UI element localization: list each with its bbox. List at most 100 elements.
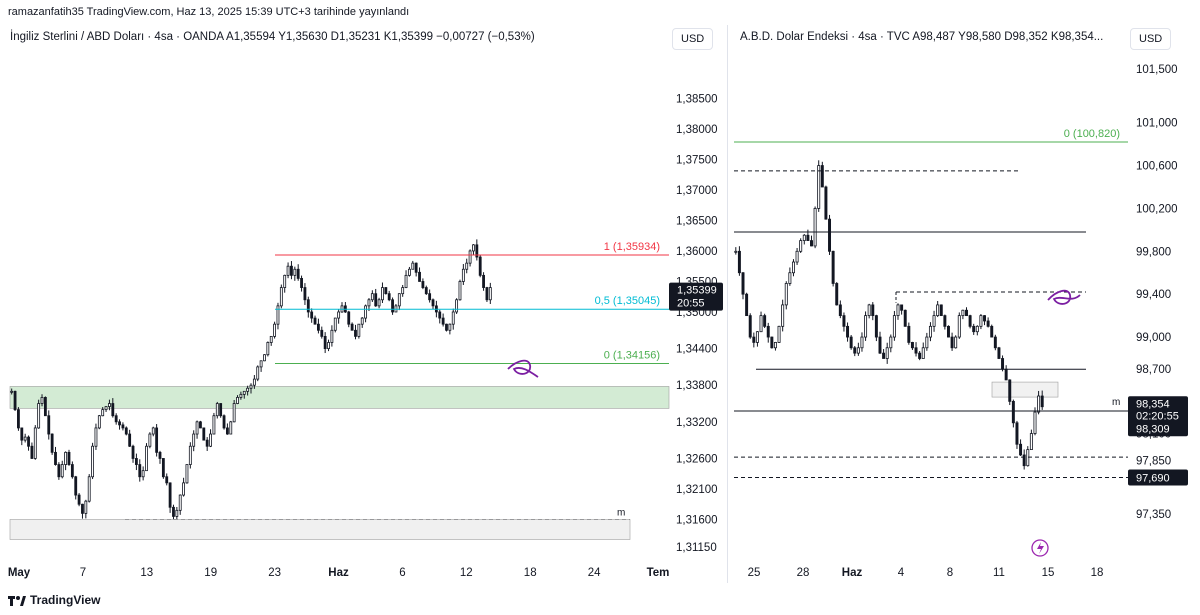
candle-body: [222, 415, 226, 429]
candle-body: [354, 329, 357, 337]
x-tick-label: 15: [1042, 567, 1055, 579]
candle-body: [397, 293, 401, 307]
candle-body: [175, 509, 179, 517]
candle-body: [357, 323, 361, 337]
candle-body: [424, 287, 428, 295]
candle-body: [957, 315, 961, 338]
currency-button-right[interactable]: USD: [1130, 28, 1172, 50]
candle-body: [766, 325, 770, 338]
candle-body: [770, 336, 774, 349]
candle-body: [330, 329, 334, 343]
candle-body: [101, 409, 105, 417]
fib-level-label: 0 (1,34156): [604, 349, 660, 361]
candle-body: [788, 272, 792, 284]
candle-body: [178, 494, 182, 511]
marker-label: m: [617, 507, 625, 518]
candle-body: [317, 323, 320, 331]
dxy-chart-pane[interactable]: 101,500 101,000 100,600 100,200 99,800 99,400…: [728, 25, 1200, 583]
price-badge-timer: 20:55: [677, 298, 705, 310]
candle-body: [488, 287, 492, 301]
candle-body: [195, 421, 199, 435]
candle-body: [465, 262, 469, 270]
candle-body: [791, 261, 795, 274]
candle-body: [932, 315, 936, 327]
candle-body: [13, 390, 17, 411]
price-badge-value: 98,354: [1136, 398, 1170, 410]
candle-body: [1026, 449, 1030, 467]
price-badge: [1128, 396, 1188, 437]
x-tick-label: 4: [898, 567, 905, 579]
candle-body: [1029, 433, 1033, 451]
candle-body: [939, 304, 943, 317]
candle-body: [936, 304, 940, 317]
candle-body: [896, 304, 900, 317]
candle-body: [448, 323, 452, 331]
candle-body: [1001, 358, 1005, 370]
y-tick-label: 97,350: [1136, 509, 1171, 521]
candle-body: [27, 436, 30, 447]
gbpusd-chart-pane[interactable]: 1,38500 1,38000 1,37500 1,37000 1,36500 1,360…: [0, 25, 727, 583]
candle-body: [323, 335, 327, 349]
x-tick-label: 23: [268, 567, 281, 579]
gbpusd-chart[interactable]: 1,38500 1,38000 1,37500 1,37000 1,36500 1,360…: [0, 25, 727, 583]
candle-body: [431, 299, 435, 307]
candle-body: [232, 403, 236, 423]
candle-body: [900, 304, 904, 311]
candle-body: [965, 309, 968, 317]
candle-body: [925, 336, 929, 349]
candle-body: [885, 347, 889, 359]
y-tick-label: 98,700: [1136, 364, 1171, 376]
candle-body: [849, 336, 853, 349]
y-tick-label: 97,850: [1136, 455, 1171, 467]
candle-body: [421, 281, 425, 288]
x-tick-label: 7: [80, 567, 86, 579]
candle-body: [1011, 400, 1015, 424]
candle-body: [219, 403, 223, 417]
low-badge: [1128, 469, 1188, 486]
candle-body: [745, 293, 749, 317]
y-tick-label: 1,37500: [676, 154, 718, 166]
candle-body: [134, 458, 138, 465]
candle-body: [391, 299, 394, 313]
candle-body: [777, 325, 781, 343]
candle-body: [158, 451, 162, 459]
candle-body: [759, 315, 763, 333]
candle-body: [946, 325, 950, 338]
x-tick-label: 12: [460, 567, 473, 579]
candle-body: [882, 352, 886, 359]
fib-level-label: 0 (100,820): [1064, 128, 1120, 140]
candle-body: [279, 287, 283, 307]
y-tick-label: 1,31150: [676, 542, 717, 554]
candle-body: [215, 403, 219, 417]
candle-body: [802, 234, 806, 241]
publish-header: ramazanfatih35 TradingView.com, Haz 13, …: [8, 6, 410, 18]
candle-body: [168, 482, 172, 508]
candle-body: [910, 342, 914, 349]
candle-body: [1015, 422, 1019, 445]
candle-body: [853, 347, 857, 354]
candle-body: [209, 433, 212, 447]
pane-divider[interactable]: [727, 25, 728, 583]
candle-body: [347, 311, 351, 325]
price-badge-timer: 02:20:55: [1136, 410, 1179, 422]
candle-body: [734, 250, 738, 253]
candle-body: [212, 415, 216, 435]
candle-body: [1040, 395, 1044, 408]
dxy-chart[interactable]: 101,500 101,000 100,600 100,200 99,800 99,400…: [728, 25, 1200, 583]
candle-body: [269, 335, 273, 343]
currency-button[interactable]: USD: [672, 28, 714, 50]
candle-body: [310, 311, 314, 319]
candle-body: [983, 315, 987, 322]
x-tick-label: Haz: [328, 567, 349, 579]
candle-body: [199, 421, 202, 429]
candle-body: [458, 281, 462, 301]
price-badge-line: 98,309: [1136, 423, 1170, 435]
y-tick-label: 1,34400: [676, 344, 718, 356]
candle-body: [290, 265, 293, 276]
candle-body: [155, 427, 159, 453]
candle-body: [889, 336, 893, 349]
candle-body: [350, 323, 354, 331]
candle-body: [118, 421, 121, 426]
candle-body: [246, 387, 250, 392]
y-tick-label: 1,31600: [676, 514, 718, 526]
